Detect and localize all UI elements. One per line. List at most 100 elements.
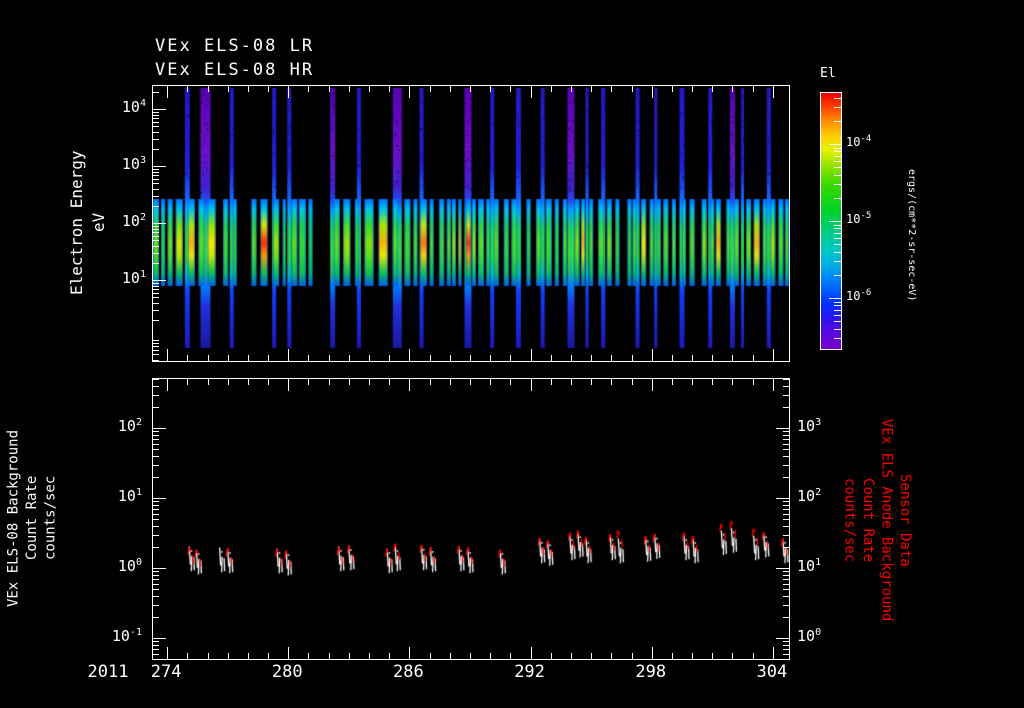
axis-tick [268,355,270,361]
axis-tick [369,355,371,361]
axis-tick [207,379,209,385]
right-label-line2: VEx ELS Anode Background [878,418,895,622]
x-axis-tick-label: 298 [635,662,667,682]
axis-tick [227,355,229,361]
axis-tick [783,431,789,433]
axis-tick [328,379,330,385]
axis-tick [409,349,411,361]
axis-tick [153,379,159,381]
axis-tick [153,589,159,591]
axis-tick [783,653,789,655]
axis-tick [187,86,189,92]
axis-tick [409,647,411,659]
axis-tick [153,126,159,128]
axis-tick [153,231,159,233]
axis-tick [692,653,694,659]
axis-tick [783,574,789,576]
axis-tick [834,147,841,149]
x-axis-tick-label: 280 [271,662,303,682]
axis-tick [834,161,841,163]
axis-tick [772,86,774,98]
axis-tick [776,428,789,429]
x-axis-year-label: 2011 [87,662,129,682]
axis-tick [591,653,593,659]
axis-tick [288,379,290,391]
axis-tick [752,379,754,385]
axis-tick [651,86,653,98]
axis-tick [153,195,159,197]
axis-tick [611,355,613,361]
axis-tick [692,355,694,361]
axis-tick [187,379,189,385]
axis-tick [153,285,159,287]
axis-tick [288,349,290,361]
axis-tick [783,616,789,618]
left-label-line3: Count Rate [24,475,40,561]
axis-tick [834,107,841,109]
axis-tick [153,240,159,242]
axis-tick [153,525,159,527]
axis-tick [772,349,774,361]
axis-tick [783,546,789,548]
axis-tick [153,235,159,237]
axis-tick [490,86,492,92]
axis-tick [348,355,350,361]
axis-tick [207,86,209,92]
axis-tick [153,534,159,536]
axis-tick [783,644,789,646]
axis-tick [153,508,159,510]
axis-tick [550,653,552,659]
axis-tick [732,355,734,361]
axis-tick [167,349,169,361]
axis-tick [783,595,789,597]
axis-tick [153,171,159,173]
axis-tick [389,355,391,361]
axis-tick [490,653,492,659]
axis-tick [783,438,789,440]
axis-tick [153,148,159,150]
axis-tick [834,274,841,276]
bottom-right-axis-label: Sensor Data VEx ELS Anode Background Cou… [840,380,914,660]
axis-tick [153,280,166,281]
axis-tick [591,379,593,385]
axis-tick [153,434,159,436]
axis-tick [671,355,673,361]
right-label-line3: Count Rate [860,477,876,563]
axis-tick [153,428,166,429]
axis-tick [153,648,159,650]
axis-tick [328,86,330,92]
axis-tick [369,379,371,385]
axis-tick [490,355,492,361]
axis-tick [783,476,789,478]
axis-tick [389,379,391,385]
axis-tick [732,86,734,92]
axis-tick [692,379,694,385]
axis-tick [247,653,249,659]
axis-tick [783,648,789,650]
axis-tick [153,354,159,356]
axis-tick [328,653,330,659]
axis-tick [783,449,789,451]
axis-tick [247,86,249,92]
axis-tick [308,653,310,659]
axis-tick [591,86,593,92]
axis-tick [153,616,159,618]
axis-tick [153,252,159,254]
axis-tick [712,653,714,659]
axis-tick [328,355,330,361]
axis-tick [153,91,159,93]
axis-tick [712,355,714,361]
axis-tick [429,379,431,385]
axis-tick [153,568,166,569]
axis-tick [550,86,552,92]
axis-tick [834,184,841,186]
axis-tick [783,571,789,573]
axis-tick [772,647,774,659]
axis-tick [153,225,159,227]
axis-tick [783,589,789,591]
axis-tick [783,394,789,396]
axis-tick [348,379,350,385]
axis-tick [834,251,841,253]
axis-tick [153,262,159,264]
